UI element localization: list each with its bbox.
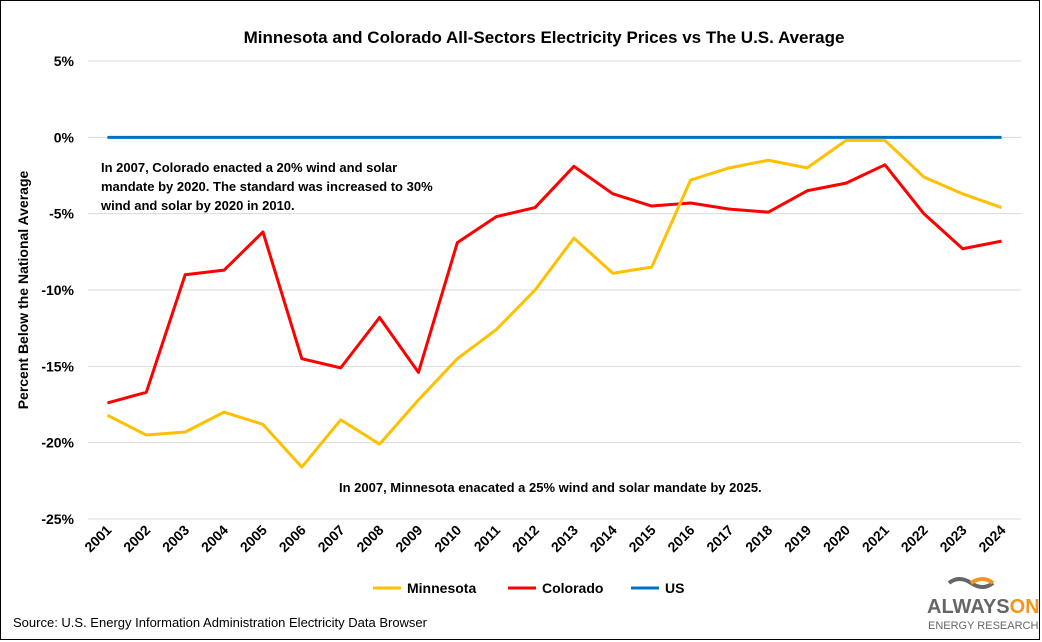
legend-label-us: US [665,580,684,596]
y-tick-label: -20% [41,435,74,451]
annotation-colorado-3: wind and solar by 2020 in 2010. [100,198,295,213]
legend-label-colorado: Colorado [542,580,603,596]
logo: ALWAYSON ENERGY RESEARCH [927,577,1040,632]
y-tick-label: 5% [54,53,75,69]
x-tick-label: 2013 [548,522,581,555]
annotation-colorado-1: In 2007, Colorado enacted a 20% wind and… [101,160,397,175]
logo-text-research: ENERGY RESEARCH [928,620,1038,632]
x-tick-label: 2006 [276,522,309,555]
x-tick-label: 2003 [159,522,192,555]
x-tick-label: 2019 [781,522,814,555]
x-tick-label: 2008 [353,522,386,555]
x-tick-label: 2016 [664,522,697,555]
x-tick-label: 2011 [471,522,504,555]
annotation-colorado-2: mandate by 2020. The standard was increa… [101,179,433,194]
x-tick-label: 2005 [237,522,270,555]
x-tick-label: 2023 [936,522,969,555]
x-tick-label: 2014 [587,522,620,555]
x-tick-label: 2021 [859,522,892,555]
x-tick-label: 2012 [509,522,542,555]
y-axis-label: Percent Below the National Average [15,170,31,409]
legend: Minnesota Colorado US [373,580,684,596]
series-line-minnesota [106,138,1003,469]
x-tick-label: 2015 [625,522,658,555]
chart-title: Minnesota and Colorado All-Sectors Elect… [244,28,845,47]
legend-label-minnesota: Minnesota [407,580,476,596]
series-line-colorado [107,163,1002,405]
x-tick-label: 2010 [431,522,464,555]
y-tick-label: -5% [49,206,74,222]
x-tick-label: 2009 [392,522,425,555]
x-tick-label: 2007 [314,522,347,555]
x-tick-label: 2017 [703,522,736,555]
x-tick-label: 2024 [975,522,1008,555]
y-tick-label: -25% [41,511,74,527]
logo-text-always: ALWAYSON [927,596,1040,618]
x-tick-label: 2020 [820,522,853,555]
x-tick-label: 2002 [120,522,153,555]
annotation-minnesota: In 2007, Minnesota enacated a 25% wind a… [339,480,762,495]
source-note: Source: U.S. Energy Information Administ… [13,615,428,630]
x-tick-label: 2004 [198,522,231,555]
y-tick-label: -10% [41,282,74,298]
y-tick-label: -15% [41,358,74,374]
x-tick-label: 2022 [898,522,931,555]
x-tick-label: 2018 [742,522,775,555]
x-tick-label: 2001 [81,522,114,555]
y-tick-label: 0% [54,129,75,145]
